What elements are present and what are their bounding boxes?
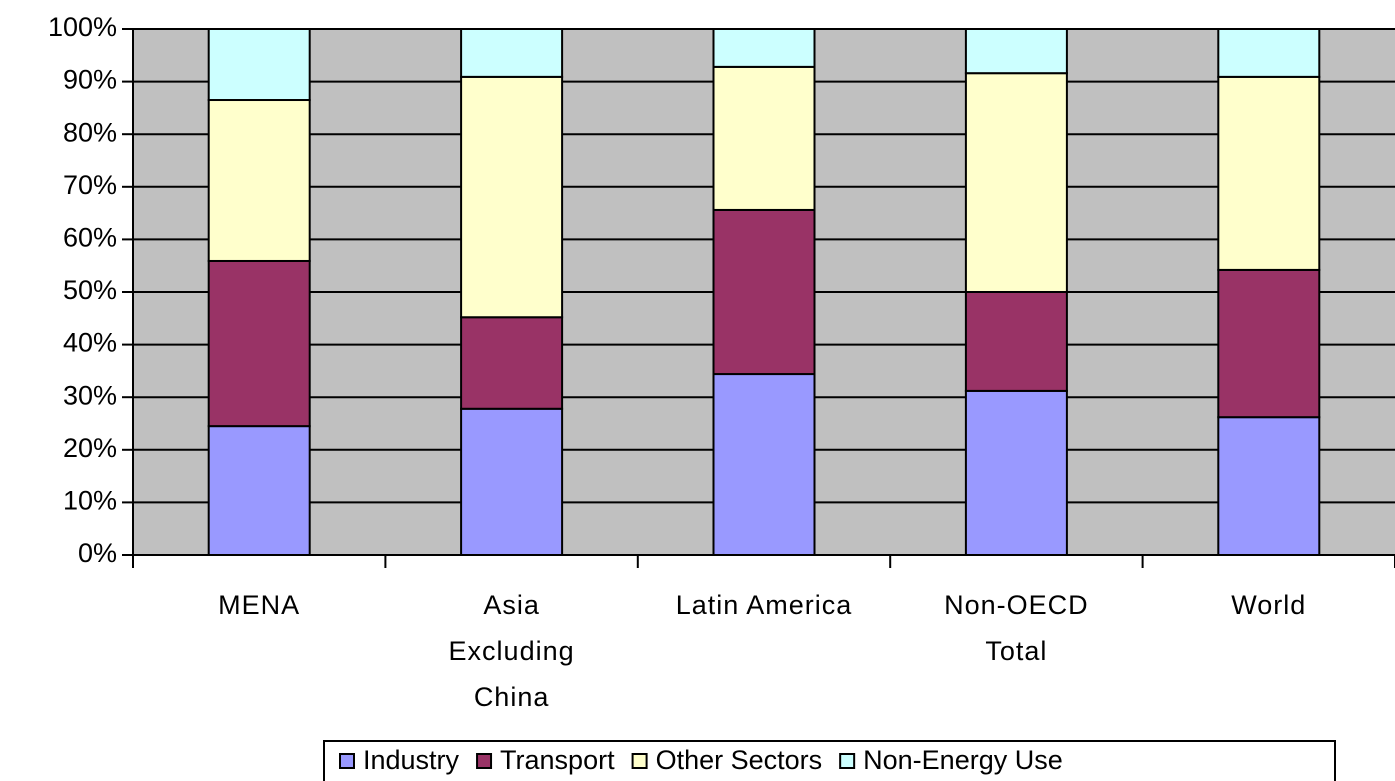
legend-swatch bbox=[839, 753, 856, 769]
legend-label: Transport bbox=[500, 745, 615, 775]
legend-swatch bbox=[339, 753, 355, 769]
y-tick-label: 40% bbox=[63, 328, 117, 358]
y-tick-label: 0% bbox=[78, 538, 117, 568]
x-tick-label: MENA bbox=[218, 590, 301, 620]
x-tick-label: Latin America bbox=[675, 590, 853, 620]
legend-label: Industry bbox=[363, 745, 460, 775]
legend-swatch bbox=[631, 753, 648, 769]
bar-segment bbox=[712, 28, 816, 68]
bar-segment bbox=[712, 208, 816, 376]
legend-swatch bbox=[476, 753, 493, 769]
bar-segment bbox=[460, 28, 564, 78]
bar-segment bbox=[207, 99, 311, 262]
bar-segment bbox=[1217, 28, 1321, 78]
y-tick-label: 60% bbox=[63, 223, 117, 253]
y-tick-label: 90% bbox=[63, 65, 117, 95]
bar-segment bbox=[460, 75, 564, 319]
y-tick-label: 80% bbox=[63, 117, 117, 147]
bar-segment bbox=[712, 65, 816, 211]
x-tick-label: Non-OECD Total bbox=[944, 590, 1089, 666]
bar-segment bbox=[964, 389, 1068, 556]
bar-segment bbox=[207, 259, 311, 428]
y-tick-label: 30% bbox=[63, 380, 117, 410]
y-tick-label: 50% bbox=[63, 275, 117, 305]
legend-label: Other Sectors bbox=[656, 745, 823, 775]
bar-segment bbox=[964, 291, 1068, 392]
y-tick-label: 10% bbox=[63, 486, 117, 516]
legend bbox=[323, 740, 1336, 781]
bar-segment bbox=[1217, 268, 1321, 419]
bar-segment bbox=[460, 407, 564, 556]
bar-segment bbox=[1217, 75, 1321, 271]
bar-segment bbox=[712, 373, 816, 556]
x-tick-label: World bbox=[1231, 590, 1307, 620]
y-tick-label: 20% bbox=[63, 433, 117, 463]
y-tick-label: 100% bbox=[48, 12, 117, 42]
x-tick-label: Asia Excluding China bbox=[448, 590, 575, 712]
bar-segment bbox=[964, 28, 1068, 75]
bar-segment bbox=[207, 28, 311, 102]
bar-segment bbox=[964, 72, 1068, 293]
y-tick-label: 70% bbox=[63, 170, 117, 200]
bar-segment bbox=[460, 316, 564, 410]
legend-label: Non-Energy Use bbox=[863, 745, 1063, 775]
bar-segment bbox=[1217, 416, 1321, 556]
bar-segment bbox=[207, 425, 311, 556]
